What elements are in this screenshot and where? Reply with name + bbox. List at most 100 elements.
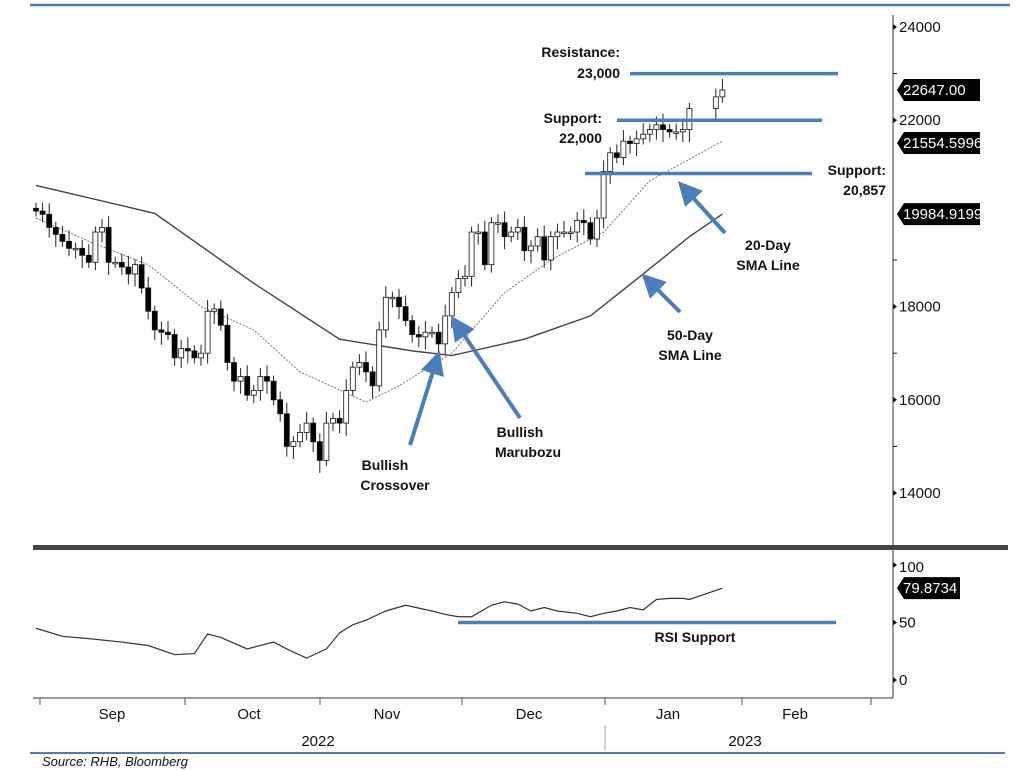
- price-tag: 22647.00: [897, 79, 980, 102]
- price-tick-label: 14000: [899, 485, 941, 502]
- candle-body: [587, 222, 594, 240]
- candle: [409, 314, 416, 343]
- candle: [310, 417, 317, 452]
- candle-body: [39, 210, 46, 215]
- candle: [132, 259, 138, 287]
- candle-body: [330, 418, 336, 424]
- sma20-label-2: SMA Line: [736, 257, 799, 273]
- candle: [158, 321, 165, 345]
- crossover-label-1: Bullish: [362, 457, 409, 473]
- candle-body: [402, 306, 409, 321]
- arrow-marubozu: [451, 316, 522, 420]
- candle-body: [46, 213, 53, 228]
- candle: [666, 123, 673, 138]
- candle: [376, 321, 383, 392]
- candle-body: [112, 261, 119, 265]
- sma20-label-1: 20-Day: [745, 237, 791, 253]
- candle: [686, 102, 693, 143]
- candle-body: [277, 399, 284, 415]
- panel-separator[interactable]: [33, 545, 1008, 550]
- candle-body: [79, 247, 86, 256]
- candle: [501, 211, 508, 250]
- month-label: Nov: [374, 706, 401, 723]
- candle-body: [640, 133, 647, 140]
- candle: [633, 130, 640, 157]
- rsi-tick-label: 100: [899, 559, 924, 576]
- candle: [640, 122, 647, 145]
- crossover-label-2: Crossover: [360, 477, 430, 493]
- sma50-label-2: SMA Line: [658, 347, 721, 363]
- candle-body: [158, 329, 165, 333]
- candle: [382, 286, 389, 338]
- sma20-line: [35, 140, 723, 403]
- candle-body: [409, 320, 416, 335]
- candle-body: [323, 422, 330, 461]
- candle: [455, 270, 462, 299]
- candle-body: [719, 89, 726, 98]
- candle: [481, 220, 488, 271]
- candle-body: [541, 236, 548, 261]
- candle: [673, 123, 680, 140]
- candle-body: [435, 331, 442, 345]
- arrow-crossover: [408, 350, 444, 446]
- candle: [264, 365, 270, 394]
- candle: [270, 375, 277, 406]
- candle: [679, 118, 686, 143]
- candle-body: [191, 350, 198, 359]
- candle-body: [613, 152, 620, 158]
- candle: [514, 218, 521, 240]
- candle-body: [310, 422, 317, 443]
- year-label-2023: 2023: [728, 733, 761, 750]
- candle: [561, 220, 567, 238]
- support20857-label-2: 20,857: [843, 182, 886, 198]
- candle: [600, 160, 607, 229]
- candle: [402, 295, 409, 327]
- resistance-label-2: 23,000: [577, 65, 620, 81]
- candle: [112, 256, 119, 268]
- candle: [521, 216, 528, 261]
- source-note: Source: RHB, Bloomberg: [42, 754, 188, 769]
- candle-body: [673, 131, 680, 134]
- candle: [547, 231, 554, 271]
- candle-body: [633, 138, 640, 144]
- candle-body: [455, 278, 462, 294]
- support22-label-2: 22,000: [559, 130, 602, 146]
- candle-body: [567, 231, 574, 234]
- rsi-tick-label: 0: [899, 672, 907, 689]
- price-tag-text: 21554.5996: [903, 135, 982, 152]
- price-tick: [893, 396, 897, 403]
- month-label: Feb: [782, 706, 808, 723]
- candle-body: [283, 413, 290, 447]
- candle-body: [574, 219, 581, 233]
- resistance-label-1: Resistance:: [541, 44, 620, 60]
- candle-body: [52, 226, 59, 235]
- rsi-tag-text: 79.8734: [903, 580, 957, 597]
- candle: [554, 223, 561, 250]
- candle: [415, 326, 422, 348]
- candle: [323, 411, 330, 466]
- candle: [422, 321, 429, 350]
- candle-body: [448, 292, 455, 317]
- candle-body: [316, 441, 323, 461]
- candle: [204, 300, 211, 364]
- rsi-tick-label: 50: [899, 615, 916, 632]
- candle-body: [72, 247, 79, 251]
- candle-body: [514, 226, 521, 233]
- candle: [468, 226, 475, 287]
- candle: [567, 226, 574, 240]
- candle-body: [422, 331, 429, 338]
- candle: [462, 265, 468, 287]
- candle: [316, 433, 323, 473]
- candle-body: [237, 376, 244, 382]
- candle-body: [442, 315, 449, 345]
- candle-body: [151, 310, 158, 331]
- candle-body: [59, 233, 66, 242]
- candle: [59, 225, 66, 247]
- candle-body: [501, 222, 508, 238]
- candle: [356, 354, 363, 376]
- candle: [283, 402, 290, 457]
- candle-body: [468, 231, 475, 277]
- arrow-sma20: [677, 181, 727, 235]
- candle: [33, 202, 39, 217]
- candle-body: [138, 264, 145, 289]
